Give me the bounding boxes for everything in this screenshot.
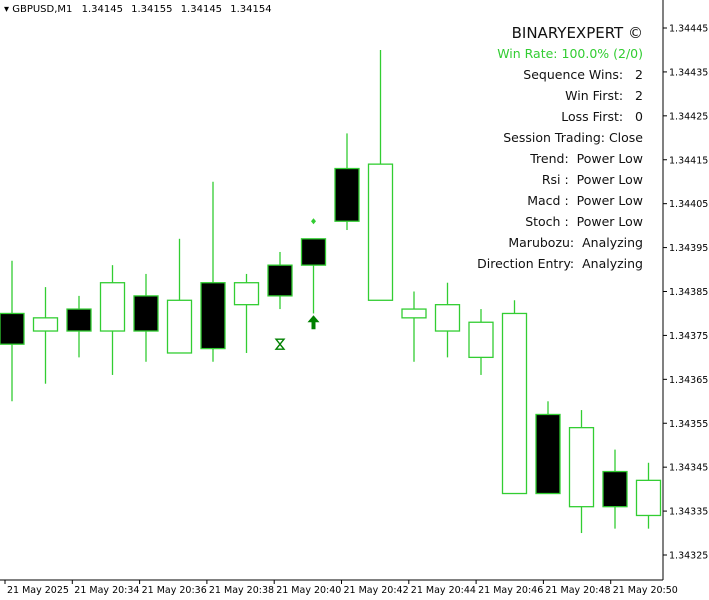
price-label: 1.34335 <box>669 507 708 518</box>
time-label: 21 May 20:36 <box>142 585 207 596</box>
price-label: 1.34425 <box>669 111 708 122</box>
bearish-candle-body <box>334 167 360 222</box>
candle <box>434 282 461 358</box>
price-label: 1.34325 <box>669 551 708 562</box>
time-label: 21 May 20:40 <box>276 585 341 596</box>
price-label: 1.34355 <box>669 419 708 430</box>
up-arrow-icon <box>307 315 320 330</box>
panel-title: BINARYEXPERT © <box>511 24 643 42</box>
time-label: 21 May 20:46 <box>478 585 543 596</box>
stat-macd: Macd : Power Low <box>527 193 643 208</box>
bullish-candle-body <box>468 321 494 359</box>
price-label: 1.34405 <box>669 199 708 210</box>
time-label: 21 May 20:42 <box>344 585 409 596</box>
bullish-candle-body <box>32 317 59 332</box>
candle <box>32 287 59 384</box>
signals-layer <box>274 218 320 350</box>
bullish-candle-body <box>401 308 427 319</box>
price-label: 1.34365 <box>669 375 708 386</box>
ohlc-open: 1.34145 <box>81 4 123 15</box>
candle <box>501 300 528 495</box>
price-label: 1.34385 <box>669 287 708 298</box>
time-label: 21 May 20:38 <box>209 585 274 596</box>
candle <box>99 265 126 375</box>
stat-stoch: Stoch : Power Low <box>525 214 643 229</box>
candle <box>535 401 561 495</box>
bearish-candle-body <box>0 312 25 345</box>
price-label: 1.34375 <box>669 331 708 342</box>
chart-header: ▾ GBPUSD,M1 1.34145 1.34155 1.34145 1.34… <box>4 4 277 15</box>
stat-trend: Trend: Power Low <box>530 151 643 166</box>
candle <box>0 260 25 402</box>
ohlc-low: 1.34145 <box>180 4 223 15</box>
hourglass-icon <box>274 338 286 350</box>
signal-dot-icon <box>311 218 316 225</box>
candle <box>166 238 193 354</box>
price-label: 1.34435 <box>669 67 708 78</box>
bullish-candle-body <box>434 304 461 332</box>
candle <box>367 49 394 301</box>
time-label: 21 May 20:34 <box>74 585 139 596</box>
bullish-candle-body <box>501 312 528 495</box>
bullish-candle-body <box>635 479 662 517</box>
candle <box>468 309 494 375</box>
bullish-candle-body <box>166 299 193 354</box>
candle <box>568 410 595 534</box>
bullish-candle-body <box>367 163 394 301</box>
stat-rsi: Rsi : Power Low <box>541 172 643 187</box>
time-label: 21 May 2025 <box>7 585 69 596</box>
stat-loss-first: Loss First: 0 <box>561 109 643 124</box>
ohlc-values: 1.34145 1.34155 1.34145 1.34154 <box>82 4 277 15</box>
candle <box>200 181 226 362</box>
stat-sequence-wins: Sequence Wins: 2 <box>523 67 643 82</box>
price-label: 1.34445 <box>669 24 708 35</box>
stat-win-first: Win First: 2 <box>565 88 643 103</box>
candle <box>334 133 360 231</box>
stat-marubozu: Marubozu: Analyzing <box>508 235 643 250</box>
win-rate: Win Rate: 100.0% (2/0) <box>497 46 643 61</box>
bullish-candle-body <box>568 426 595 508</box>
symbol-dot: ▾ <box>4 4 10 15</box>
bearish-candle-body <box>535 413 561 495</box>
candle <box>267 251 293 310</box>
bearish-candle-body <box>300 238 327 266</box>
bearish-candle-body <box>602 470 628 508</box>
indicator-panel: BINARYEXPERT © Win Rate: 100.0% (2/0) Se… <box>477 22 643 274</box>
price-label: 1.34415 <box>669 155 708 166</box>
candle <box>233 273 260 353</box>
candle <box>401 291 427 362</box>
candle <box>635 462 662 529</box>
candle <box>66 295 92 358</box>
candle <box>602 449 628 529</box>
candles-layer <box>0 49 662 534</box>
time-label: 21 May 20:44 <box>411 585 476 596</box>
candle <box>300 238 327 314</box>
time-label: 21 May 20:50 <box>613 585 678 596</box>
stat-session-trading: Session Trading: Close <box>503 130 643 145</box>
bearish-candle-body <box>66 308 92 332</box>
time-label: 21 May 20:48 <box>545 585 610 596</box>
candle <box>133 273 159 362</box>
bullish-candle-body <box>99 282 126 332</box>
ohlc-close: 1.34154 <box>230 4 272 15</box>
bullish-candle-body <box>233 282 260 306</box>
bearish-candle-body <box>200 282 226 350</box>
symbol-label: GBPUSD,M1 <box>12 4 73 15</box>
stat-direction-entry: Direction Entry: Analyzing <box>477 256 643 271</box>
price-label: 1.34395 <box>669 243 708 254</box>
bearish-candle-body <box>267 264 293 297</box>
ohlc-high: 1.34155 <box>131 4 173 15</box>
price-label: 1.34345 <box>669 463 708 474</box>
bearish-candle-body <box>133 295 159 332</box>
